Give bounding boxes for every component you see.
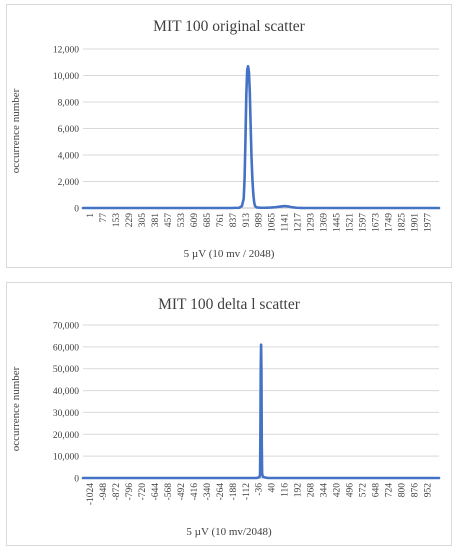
x-tick-label: 40: [268, 483, 278, 493]
x-tick-label: -188: [229, 483, 239, 501]
x-tick-label: 952: [423, 483, 433, 498]
x-tick-label: 457: [164, 213, 174, 228]
x-tick-label: 1825: [397, 213, 407, 232]
y-tick-label: 0: [74, 205, 79, 215]
y-tick-label: 70,000: [53, 322, 79, 332]
x-tick-label: 1293: [307, 213, 317, 232]
x-tick-label: -644: [151, 483, 161, 501]
chart-title: MIT 100 delta l scatter: [158, 296, 301, 313]
chart-panel-original-scatter: MIT 100 original scatter 5 µV (10 mv / 2…: [6, 4, 452, 268]
y-tick-label: 12,000: [53, 46, 79, 56]
chart-panel-delta-scatter: MIT 100 delta l scatter 5 µV (10 mv/2048…: [6, 282, 452, 546]
y-tick-label: 30,000: [53, 409, 79, 419]
x-tick-label: -340: [203, 483, 213, 501]
x-tick-label: 876: [410, 483, 420, 498]
y-tick-label: 10,000: [53, 453, 79, 463]
x-tick-label: 1445: [333, 213, 343, 232]
x-tick-label: -796: [125, 483, 135, 501]
x-tick-label: 1: [86, 213, 96, 218]
x-tick-label: 1141: [281, 213, 291, 232]
x-tick-label: -492: [177, 483, 187, 501]
y-tick-label: 0: [74, 475, 79, 485]
x-axis-label: 5 µV (10 mv/2048): [186, 526, 272, 538]
y-tick-label: 40,000: [53, 387, 79, 397]
x-tick-label: 913: [242, 213, 252, 228]
y-tick-label: 60,000: [53, 343, 79, 353]
x-tick-label: 1749: [384, 213, 394, 232]
x-tick-label: 648: [371, 483, 381, 498]
chart-delta-scatter: MIT 100 delta l scatter 5 µV (10 mv/2048…: [10, 296, 441, 538]
x-tick-label: 800: [397, 483, 407, 498]
y-tick-label: 50,000: [53, 365, 79, 375]
x-tick-label: -872: [112, 483, 122, 501]
x-tick-label: -416: [190, 483, 200, 501]
x-tick-label: 572: [358, 483, 368, 498]
series-line: [81, 64, 441, 210]
x-tick-label: 1901: [410, 213, 420, 232]
x-tick-label: 685: [203, 213, 213, 228]
x-tick-label: 77: [99, 213, 109, 223]
chart-title: MIT 100 original scatter: [153, 18, 306, 35]
x-tick-label: -568: [164, 483, 174, 501]
x-tick-label: 724: [384, 483, 394, 498]
x-tick-label: 305: [138, 213, 148, 228]
x-tick-label: 1521: [346, 213, 356, 232]
x-tick-label: -36: [255, 483, 265, 496]
x-tick-label: 989: [255, 213, 265, 228]
x-tick-label: 1065: [268, 213, 278, 232]
x-tick-label: 761: [216, 213, 226, 228]
chart-original-scatter: MIT 100 original scatter 5 µV (10 mv / 2…: [10, 18, 441, 260]
x-tick-label: 1369: [320, 213, 330, 232]
x-axis-label: 5 µV (10 mv / 2048): [184, 248, 275, 260]
x-tick-label: 229: [125, 213, 135, 228]
x-tick-label: 192: [294, 483, 304, 498]
x-tick-label: 268: [307, 483, 317, 498]
x-tick-label: 496: [346, 483, 356, 498]
x-tick-label: 116: [281, 483, 291, 497]
y-tick-label: 8,000: [58, 99, 80, 109]
x-tick-label: 420: [333, 483, 343, 498]
x-tick-label: 1597: [358, 213, 368, 232]
x-tick-label: 344: [320, 483, 330, 498]
x-tick-label: 837: [229, 213, 239, 228]
x-tick-label: 153: [112, 213, 122, 228]
x-tick-label: 1217: [294, 213, 304, 232]
x-tick-label: 1673: [371, 213, 381, 232]
y-axis-label: occurrence number: [10, 88, 22, 173]
x-tick-label: -112: [242, 483, 252, 500]
x-tick-label: -720: [138, 483, 148, 501]
x-tick-label: 1977: [423, 213, 433, 232]
x-tick-label: 381: [151, 213, 161, 228]
x-tick-label: -948: [99, 483, 109, 501]
y-tick-label: 4,000: [58, 152, 80, 162]
y-tick-label: 10,000: [53, 72, 79, 82]
y-tick-label: 6,000: [58, 125, 80, 135]
y-tick-label: 20,000: [53, 431, 79, 441]
series-line: [81, 343, 441, 480]
x-tick-label: 533: [177, 213, 187, 228]
x-tick-label: -1024: [86, 483, 96, 505]
y-axis-label: occurrence number: [10, 366, 22, 451]
y-tick-label: 2,000: [58, 178, 80, 188]
x-tick-label: 609: [190, 213, 200, 228]
x-tick-label: -264: [216, 483, 226, 501]
